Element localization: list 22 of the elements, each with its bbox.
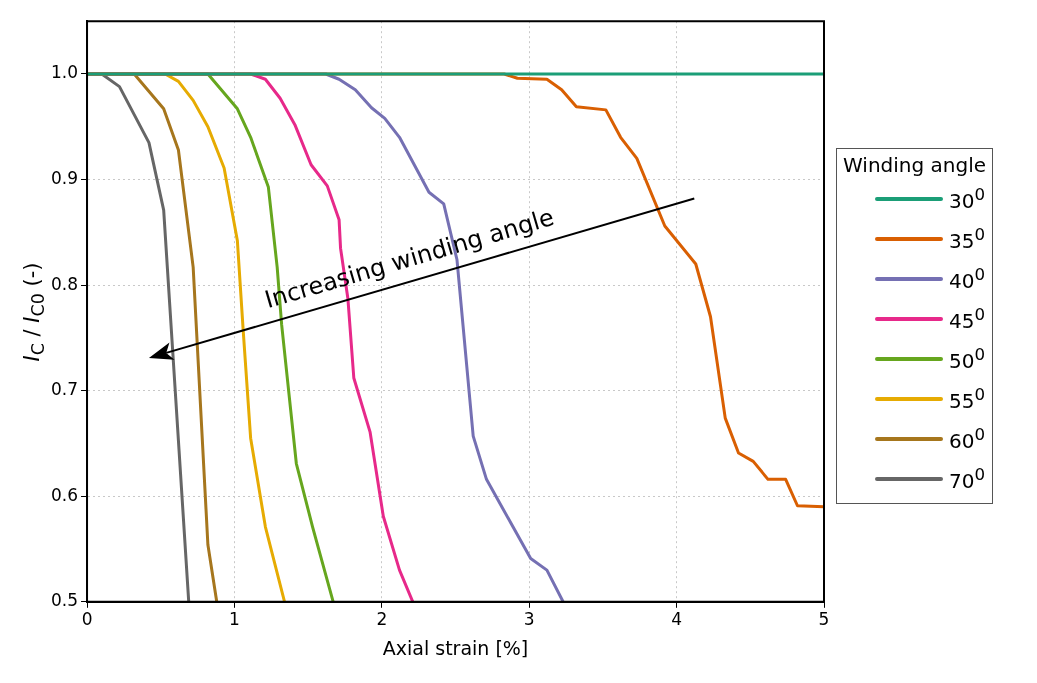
x-tick-label: 1 [229,609,240,630]
y-tick-label: 0.9 [50,167,79,188]
x-axis-title: Axial strain [%] [382,636,529,659]
y-tick-label: 0.5 [50,590,79,611]
y-tick-label: 0.8 [50,273,79,294]
x-tick-label: 5 [818,609,830,630]
y-tick-label: 1.0 [50,62,79,83]
legend-label: 50$^{0}$ [949,345,986,373]
legend-label: 45$^{0}$ [949,305,986,333]
x-tick-label: 3 [523,609,535,630]
legend-label: 55$^{0}$ [949,385,986,413]
x-tick-label: 4 [671,609,683,630]
legend-label: 40$^{0}$ [949,265,986,293]
x-tick-label: 0 [81,609,93,630]
legend-label: 60$^{0}$ [949,425,986,453]
legend-title: Winding angle [843,153,987,177]
x-tick-label: 2 [376,609,388,630]
legend-label: 30$^{0}$ [949,185,986,213]
legend-label: 35$^{0}$ [949,225,986,253]
y-tick-label: 0.6 [50,484,79,505]
legend-label: 70$^{0}$ [949,465,986,493]
y-tick-label: 0.7 [50,379,79,400]
